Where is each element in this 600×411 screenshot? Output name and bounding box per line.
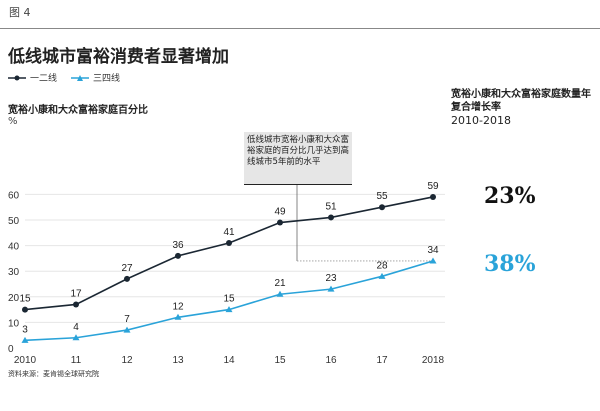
data-point <box>379 204 385 211</box>
data-point <box>174 313 182 320</box>
data-label: 27 <box>121 263 133 274</box>
data-point <box>378 272 386 279</box>
legend-label: 一二线 <box>30 74 58 84</box>
chart-title: 低线城市富裕消费者显著增加 <box>8 47 229 67</box>
x-tick-label: 15 <box>274 355 286 366</box>
legend-item-tier12: 一二线 <box>8 71 57 84</box>
data-point <box>225 306 233 313</box>
data-label: 28 <box>376 260 388 271</box>
y-axis-title: 宽裕小康和大众富裕家庭百分比 <box>8 105 148 116</box>
x-tick-label: 11 <box>71 355 82 366</box>
data-point <box>72 334 80 341</box>
x-tick-label: 17 <box>376 355 388 366</box>
side-panel-period: 2010-2018 <box>451 114 511 127</box>
data-label: 55 <box>376 191 388 202</box>
y-tick-label: 10 <box>8 318 20 329</box>
source-note: 资料来源：麦肯锡全球研究院 <box>8 370 99 378</box>
cagr-tier12: 23% <box>484 183 536 209</box>
data-point <box>226 240 232 247</box>
data-label: 3 <box>22 324 28 335</box>
data-point <box>123 326 131 333</box>
annotation-box: 低线城市宽裕小康和大众富裕家庭的百分比几乎达到高线城市5年前的水平 <box>244 132 352 185</box>
legend-item-tier34: 三四线 <box>71 71 120 84</box>
data-label: 36 <box>172 240 184 251</box>
data-point <box>430 193 436 200</box>
data-point <box>276 290 284 297</box>
data-point <box>22 306 28 313</box>
side-panel-title: 宽裕小康和大众富裕家庭数量年复合增长率 <box>451 89 591 113</box>
x-tick-label: 14 <box>223 355 235 366</box>
y-tick-label: 20 <box>8 293 20 304</box>
data-point <box>73 301 79 308</box>
data-point <box>175 252 181 259</box>
data-label: 17 <box>70 288 82 299</box>
data-label: 4 <box>73 322 79 333</box>
data-label: 12 <box>172 301 184 312</box>
data-point <box>124 275 130 282</box>
data-point <box>327 285 335 292</box>
y-tick-label: 30 <box>8 267 20 278</box>
divider <box>0 28 600 29</box>
data-label: 49 <box>274 207 286 218</box>
data-point <box>277 219 283 226</box>
figure-label: 图 4 <box>9 6 31 19</box>
y-axis-unit: % <box>8 116 18 127</box>
legend-label: 三四线 <box>93 74 121 84</box>
data-label: 21 <box>274 278 286 289</box>
x-tick-label: 16 <box>325 355 337 366</box>
x-tick-label: 2010 <box>14 355 37 366</box>
data-label: 59 <box>427 181 439 192</box>
y-tick-label: 60 <box>8 190 20 201</box>
legend-marker-circle-icon <box>8 75 26 80</box>
data-label: 15 <box>19 294 31 305</box>
x-tick-label: 12 <box>121 355 133 366</box>
data-label: 41 <box>223 227 235 238</box>
cagr-tier34: 38% <box>484 251 536 277</box>
data-label: 7 <box>124 314 130 325</box>
data-point <box>328 214 334 221</box>
legend: 一二线 三四线 <box>8 71 120 84</box>
data-label: 51 <box>325 201 337 212</box>
y-tick-label: 40 <box>8 242 20 253</box>
y-tick-label: 0 <box>8 344 14 355</box>
data-label: 34 <box>427 245 439 256</box>
x-tick-label: 13 <box>172 355 184 366</box>
x-tick-label: 2018 <box>422 355 445 366</box>
data-label: 23 <box>325 273 337 284</box>
legend-marker-triangle-icon <box>71 74 90 81</box>
data-label: 15 <box>223 294 235 305</box>
y-tick-label: 50 <box>8 216 20 227</box>
data-point <box>429 257 437 264</box>
data-point <box>21 336 29 343</box>
